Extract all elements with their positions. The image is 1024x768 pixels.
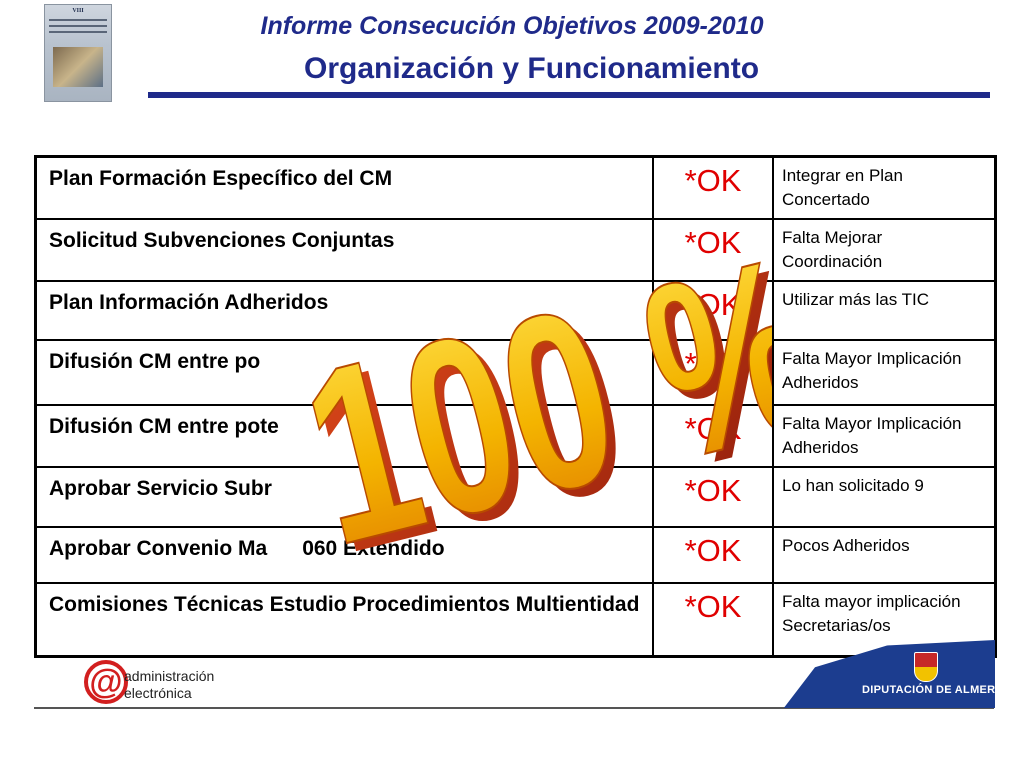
note-cell: Pocos Adheridos bbox=[772, 526, 997, 584]
cover-band bbox=[49, 25, 107, 27]
table-row: Difusión CM entre po *OK Falta Mayor Imp… bbox=[34, 339, 997, 406]
table-row: Difusión CM entre pote *OK Falta Mayor I… bbox=[34, 404, 997, 468]
cover-band bbox=[49, 19, 107, 21]
note-cell: Integrar en Plan Concertado bbox=[772, 155, 997, 220]
note-cell: Falta Mejorar Coordinación bbox=[772, 218, 997, 282]
note-cell: Falta Mayor Implicación Adheridos bbox=[772, 404, 997, 468]
table-row: Comisiones Técnicas Estudio Procedimient… bbox=[34, 582, 997, 658]
status-cell: *OK bbox=[652, 526, 774, 584]
diputacion-logo-text: DIPUTACIÓN DE ALMERÍA bbox=[862, 684, 1008, 696]
objective-cell: Difusión CM entre po bbox=[34, 339, 654, 406]
objective-cell: Difusión CM entre pote bbox=[34, 404, 654, 468]
status-cell: *OK bbox=[652, 466, 774, 528]
note-cell: Utilizar más las TIC bbox=[772, 280, 997, 341]
objective-cell: Plan Información Adheridos bbox=[34, 280, 654, 341]
objective-cell: Plan Formación Específico del CM bbox=[34, 155, 654, 220]
title-underline bbox=[148, 92, 990, 98]
report-cover-thumbnail: VIII bbox=[44, 4, 112, 102]
coat-of-arms-icon bbox=[914, 652, 938, 682]
status-cell: *OK bbox=[652, 155, 774, 220]
logo-line-1: administración bbox=[124, 668, 215, 684]
table-row: Plan Información Adheridos *OK Utilizar … bbox=[34, 280, 997, 341]
objective-cell: Aprobar Servicio Subr bbox=[34, 466, 654, 528]
page-title: Informe Consecución Objetivos 2009-2010 bbox=[260, 12, 764, 40]
table-row: Aprobar Servicio Subr *OK Lo han solicit… bbox=[34, 466, 997, 528]
table-row: Plan Formación Específico del CM *OK Int… bbox=[34, 155, 997, 220]
at-sign-icon: @ bbox=[84, 660, 128, 704]
objective-cell: Comisiones Técnicas Estudio Procedimient… bbox=[34, 582, 654, 658]
footer-divider bbox=[34, 707, 994, 709]
status-cell: *OK bbox=[652, 280, 774, 341]
cover-roman: VIII bbox=[72, 8, 84, 14]
note-cell: Lo han solicitado 9 bbox=[772, 466, 997, 528]
cover-band bbox=[49, 31, 107, 33]
status-cell: *OK bbox=[652, 339, 774, 406]
cover-photo bbox=[53, 47, 103, 87]
table-row: Solicitud Subvenciones Conjuntas *OK Fal… bbox=[34, 218, 997, 282]
page-subtitle: Organización y Funcionamiento bbox=[304, 52, 760, 85]
table-row: Aprobar Convenio Ma 060 Extendido *OK Po… bbox=[34, 526, 997, 584]
objective-cell: Solicitud Subvenciones Conjuntas bbox=[34, 218, 654, 282]
objectives-table: Plan Formación Específico del CM *OK Int… bbox=[34, 155, 997, 658]
status-cell: *OK bbox=[652, 404, 774, 468]
note-cell: Falta Mayor Implicación Adheridos bbox=[772, 339, 997, 406]
logo-line-2: electrónica bbox=[124, 685, 192, 701]
administracion-electronica-logo: @ administración electrónica bbox=[84, 660, 224, 708]
objective-cell: Aprobar Convenio Ma 060 Extendido bbox=[34, 526, 654, 584]
status-cell: *OK bbox=[652, 218, 774, 282]
status-cell: *OK bbox=[652, 582, 774, 658]
